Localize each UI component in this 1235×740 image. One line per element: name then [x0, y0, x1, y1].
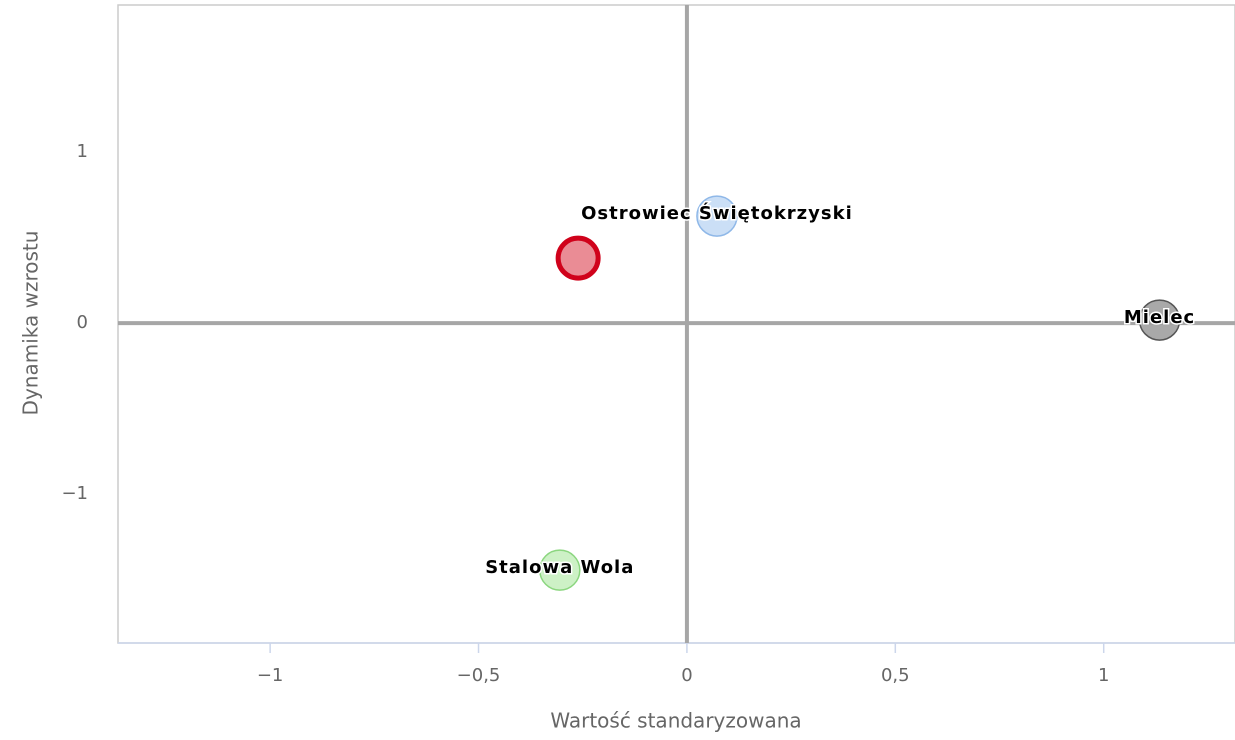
- y-axis-title: Dynamika wzrostu: [19, 231, 43, 416]
- x-tick-label: −0,5: [457, 665, 501, 686]
- x-tick-label: 0,5: [881, 665, 910, 686]
- point: [555, 235, 601, 281]
- data-label: Mielec: [1124, 307, 1195, 328]
- x-tick-label: 1: [1098, 665, 1109, 686]
- point: [696, 195, 738, 237]
- data-label: Ostrowiec Świętokrzyski: [581, 202, 853, 224]
- y-tick-label: 1: [77, 141, 88, 162]
- x-tick-label: 0: [681, 665, 692, 686]
- point: [1138, 299, 1181, 341]
- y-tick-label: −1: [61, 483, 88, 504]
- y-tick-label: 0: [77, 312, 88, 333]
- data-label: Stalowa Wola: [485, 557, 634, 578]
- x-tick-label: −1: [257, 665, 284, 686]
- point: [539, 549, 581, 591]
- x-axis-title: Wartość standaryzowana: [550, 709, 801, 733]
